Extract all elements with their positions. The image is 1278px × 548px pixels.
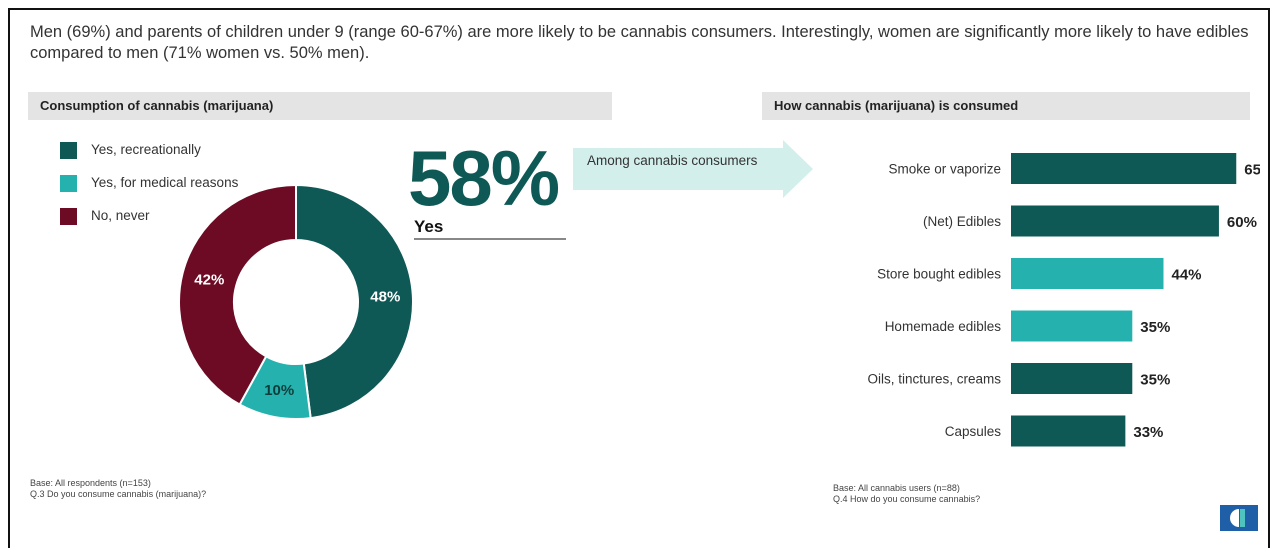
bar-value-label: 35% xyxy=(1140,372,1170,389)
brand-logo-glyph xyxy=(1230,509,1245,527)
donut-chart: 48% 10% 42% xyxy=(178,183,414,420)
left-base-line2: Q.3 Do you consume cannabis (marijuana)? xyxy=(30,489,207,499)
legend-label-recreational: Yes, recreationally xyxy=(91,142,201,157)
right-base-line1: Base: All cannabis users (n=88) xyxy=(833,483,960,493)
big-percentage: 58% xyxy=(408,134,560,222)
donut-value-label: 42% xyxy=(194,272,224,289)
bar-chart: Smoke or vaporize 65% (Net) Edibles 60% Stor… xyxy=(867,153,1260,447)
arrow-label: Among cannabis consumers xyxy=(587,153,758,168)
legend-label-never: No, never xyxy=(91,208,150,223)
left-base-line1: Base: All respondents (n=153) xyxy=(30,478,151,488)
consumed-section-title: How cannabis (marijuana) is consumed xyxy=(762,92,1250,120)
bar xyxy=(1011,363,1133,394)
slide-frame xyxy=(8,8,1270,548)
donut-value-label: 48% xyxy=(370,288,400,305)
bar-category-label: Smoke or vaporize xyxy=(888,162,1001,177)
legend-swatch-medical xyxy=(60,175,77,192)
bar-category-label: (Net) Edibles xyxy=(923,214,1001,229)
bar-category-label: Homemade edibles xyxy=(885,319,1002,334)
bar-value-label: 35% xyxy=(1140,319,1170,336)
left-base-note: Base: All respondents (n=153) Q.3 Do you… xyxy=(30,478,206,500)
bar-category-label: Oils, tinctures, creams xyxy=(867,372,1001,387)
legend-swatch-never xyxy=(60,208,77,225)
bar xyxy=(1011,415,1126,447)
donut-value-label: 10% xyxy=(264,382,294,399)
bar-value-label: 33% xyxy=(1133,424,1163,441)
bar-value-label: 44% xyxy=(1171,267,1201,284)
bar-value-label: 65% xyxy=(1244,162,1260,179)
donut-slice-never xyxy=(178,183,297,406)
bar-category-label: Capsules xyxy=(945,424,1002,439)
legend-swatch-recreational xyxy=(60,142,77,159)
bar-category-label: Store bought edibles xyxy=(877,267,1001,282)
donut-slice-recreational xyxy=(295,183,414,420)
right-base-line2: Q.4 How do you consume cannabis? xyxy=(833,494,981,504)
bar xyxy=(1011,258,1164,289)
bar xyxy=(1011,153,1237,184)
bar xyxy=(1011,310,1133,342)
big-percentage-label: Yes xyxy=(414,217,444,236)
right-base-note: Base: All cannabis users (n=88) Q.4 How … xyxy=(833,483,980,505)
arrow-shape xyxy=(573,140,813,198)
brand-logo-icon xyxy=(1220,505,1258,531)
bar xyxy=(1011,205,1219,237)
big-percentage-underline xyxy=(414,238,566,240)
legend-label-medical: Yes, for medical reasons xyxy=(91,175,239,190)
headline: Men (69%) and parents of children under … xyxy=(30,23,1249,62)
bar-value-label: 60% xyxy=(1227,214,1257,231)
consumption-section-title: Consumption of cannabis (marijuana) xyxy=(28,92,612,120)
